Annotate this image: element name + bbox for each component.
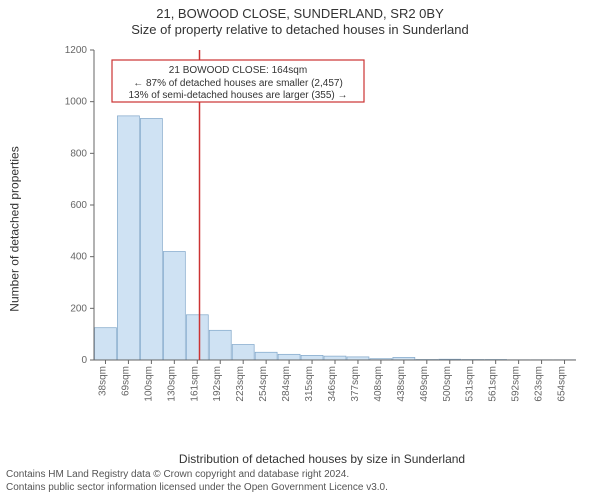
chart-title-line2: Size of property relative to detached ho… [0, 22, 600, 37]
x-tick-label: 315sqm [304, 366, 315, 402]
x-tick-label: 284sqm [281, 366, 292, 402]
annotation-line2: ← 87% of detached houses are smaller (2,… [133, 78, 343, 89]
bar [163, 252, 185, 361]
x-tick-label: 69sqm [120, 366, 131, 396]
footer-line1: Contains HM Land Registry data © Crown c… [6, 469, 594, 482]
svg-text:1200: 1200 [65, 45, 88, 56]
footer-line2: Contains public sector information licen… [6, 482, 594, 495]
bar [278, 354, 300, 360]
footer-attribution: Contains HM Land Registry data © Crown c… [0, 465, 600, 500]
bar [95, 328, 117, 360]
annotation-line3: 13% of semi-detached houses are larger (… [128, 90, 347, 101]
bar [255, 352, 277, 360]
x-axis-label: Distribution of detached houses by size … [62, 452, 582, 466]
x-tick-label: 346sqm [327, 366, 338, 402]
bar [186, 315, 208, 360]
bar [232, 345, 254, 361]
x-tick-label: 592sqm [511, 366, 522, 402]
y-axis-label: Number of detached properties [8, 44, 22, 414]
x-tick-label: 623sqm [534, 366, 545, 402]
chart-title-line1: 21, BOWOOD CLOSE, SUNDERLAND, SR2 0BY [0, 6, 600, 21]
bar [117, 116, 139, 360]
x-tick-label: 408sqm [373, 366, 384, 402]
x-tick-label: 531sqm [465, 366, 476, 402]
x-tick-label: 654sqm [557, 366, 568, 402]
x-tick-label: 377sqm [350, 366, 361, 402]
x-tick-label: 130sqm [166, 366, 177, 402]
x-tick-label: 438sqm [396, 366, 407, 402]
x-tick-label: 254sqm [258, 366, 269, 402]
svg-text:0: 0 [81, 355, 87, 366]
svg-text:800: 800 [70, 148, 87, 159]
bar [140, 118, 162, 360]
x-tick-label: 223sqm [235, 366, 246, 402]
svg-text:1000: 1000 [65, 97, 88, 108]
bar [324, 356, 346, 360]
x-tick-label: 561sqm [488, 366, 499, 402]
svg-text:400: 400 [70, 252, 87, 263]
svg-text:200: 200 [70, 303, 87, 314]
x-tick-label: 469sqm [419, 366, 430, 402]
annotation-line1: 21 BOWOOD CLOSE: 164sqm [169, 65, 307, 76]
bar [209, 330, 231, 360]
svg-text:600: 600 [70, 200, 87, 211]
x-tick-label: 500sqm [442, 366, 453, 402]
chart-container: 21, BOWOOD CLOSE, SUNDERLAND, SR2 0BY Si… [0, 0, 600, 500]
x-tick-label: 192sqm [212, 366, 223, 402]
x-tick-label: 161sqm [189, 366, 200, 402]
bar [301, 355, 323, 360]
x-tick-label: 100sqm [143, 366, 154, 402]
x-tick-label: 38sqm [97, 366, 108, 396]
plot-area: 0 200 400 600 800 1000 1200 38sqm 69sqm 100sqm 130… [62, 44, 582, 414]
